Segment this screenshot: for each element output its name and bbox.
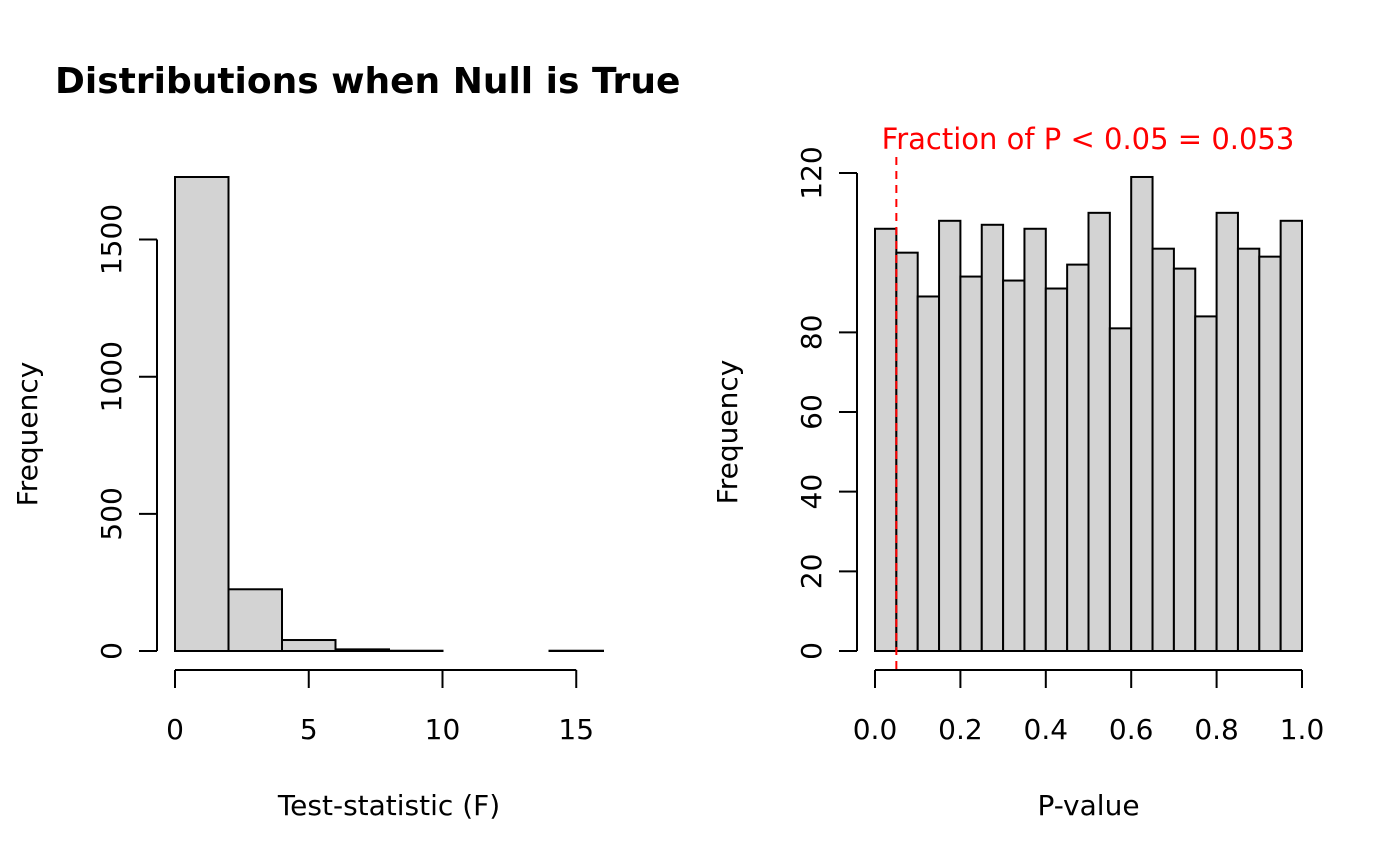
histogram-bar [227,588,283,652]
y-tick-label: 500 [95,487,128,540]
x-tick-label: 0.4 [1024,713,1069,746]
histogram-bar [1151,247,1175,653]
chart-title: Distributions when Null is True [55,61,680,102]
y-tick-label: 0 [95,642,128,660]
histogram-bar [1023,227,1047,652]
histogram-bar [1194,315,1218,652]
histogram-bar [1044,287,1069,652]
y-tick-label: 1500 [95,204,128,275]
y-axis-label: Frequency [711,360,744,505]
histogram-bar [1087,211,1111,652]
x-tick-label: 15 [558,713,594,746]
histogram-bar [895,251,919,653]
x-axis-label: Test-statistic (F) [277,789,500,822]
x-tick-label: 5 [300,713,318,746]
fraction-annotation: Fraction of P < 0.05 = 0.053 [882,122,1295,156]
histogram-bar [334,648,390,653]
x-tick-label: 0.2 [938,713,983,746]
histogram-bar [1215,211,1239,652]
histogram-bar [1108,327,1133,652]
histogram-bar [1258,255,1282,652]
histogram-bar [874,227,898,652]
x-tick-label: 0.0 [853,713,898,746]
histogram-bar [959,275,983,652]
y-tick-label: 80 [795,315,828,351]
histogram-bar [1130,175,1154,652]
histogram-bar [174,176,230,652]
y-tick-label: 40 [795,474,828,510]
y-tick-label: 120 [795,146,828,199]
histogram-test-statistic: 0 5 10 15 0 500 1000 1500 Test-statistic (F) Freq… [11,176,604,822]
histogram-bar [1279,219,1304,653]
histogram-p-value: 0.0 0.2 0.4 0.6 0.8 1.0 0 20 40 60 80 120 P-value Fre… [711,122,1324,822]
histogram-bar [1002,279,1026,652]
x-tick-label: 0 [166,713,184,746]
histogram-bar [938,219,962,653]
y-axis-label: Frequency [11,362,44,507]
x-tick-label: 0.6 [1109,713,1154,746]
histogram-bar [916,295,941,652]
y-tick-label: 60 [795,394,828,430]
x-tick-label: 10 [425,713,461,746]
histogram-bar [980,223,1005,653]
x-tick-label: 0.8 [1194,713,1239,746]
histogram-bar [1172,267,1197,652]
histogram-bar [1236,247,1261,653]
histogram-bar [281,639,337,652]
histogram-bar [1066,263,1090,652]
x-axis-label: P-value [1037,789,1139,822]
y-tick-label: 1000 [95,341,128,412]
y-tick-label: 20 [795,554,828,590]
x-tick-label: 1.0 [1280,713,1325,746]
y-tick-label: 0 [795,642,828,660]
